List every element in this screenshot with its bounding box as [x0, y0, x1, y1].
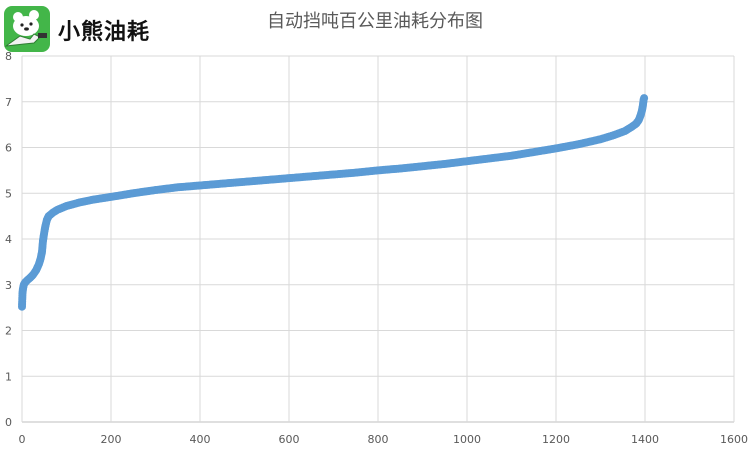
brand-name: 小熊油耗 [58, 20, 151, 45]
chart-gridlines [21, 55, 735, 423]
x-tick-label: 400 [190, 433, 211, 446]
x-tick-label: 1400 [631, 433, 659, 446]
bear-fuel-nozzle-logo [4, 6, 50, 52]
y-tick-label: 2 [5, 325, 12, 338]
data-point [640, 94, 649, 103]
x-axis-ticks: 0 200 400 600 800 1000 1200 1400 1600 [19, 433, 749, 446]
y-axis-ticks: 0 1 2 3 4 5 6 7 8 [5, 50, 12, 429]
y-tick-label: 8 [5, 50, 12, 63]
x-tick-label: 0 [19, 433, 26, 446]
y-tick-label: 7 [5, 96, 12, 109]
y-tick-label: 4 [5, 233, 12, 246]
data-series [18, 94, 649, 311]
x-tick-label: 200 [101, 433, 122, 446]
x-tick-label: 1000 [453, 433, 481, 446]
y-tick-label: 0 [5, 416, 12, 429]
x-tick-label: 800 [368, 433, 389, 446]
y-tick-label: 5 [5, 187, 12, 200]
y-tick-label: 3 [5, 279, 12, 292]
chart-title: 自动挡吨百公里油耗分布图 [267, 11, 483, 32]
y-tick-label: 1 [5, 370, 12, 383]
x-tick-label: 1200 [542, 433, 570, 446]
x-tick-label: 1600 [720, 433, 748, 446]
x-tick-label: 600 [279, 433, 300, 446]
y-tick-label: 6 [5, 142, 12, 155]
